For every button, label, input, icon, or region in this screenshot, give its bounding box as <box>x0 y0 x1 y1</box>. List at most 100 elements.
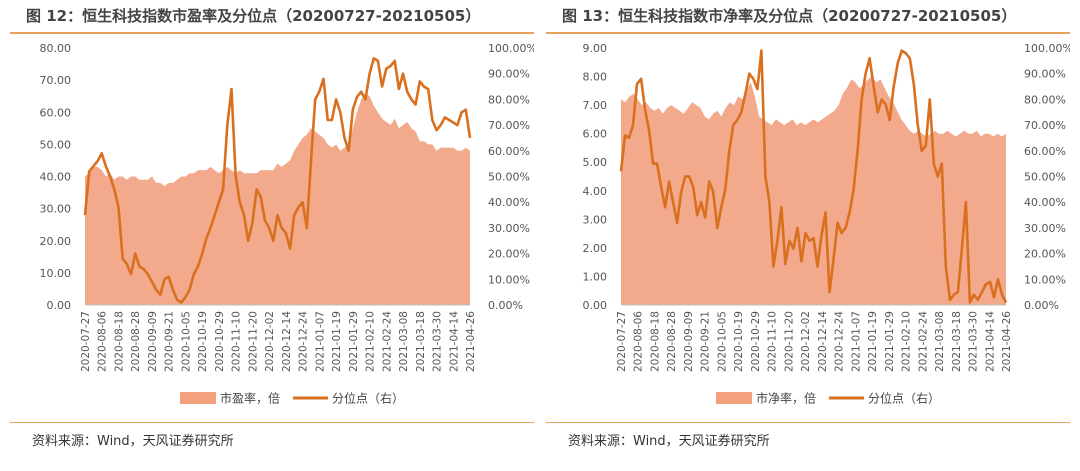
x-tick-label: 2020-07-27 <box>616 311 628 372</box>
y-right-tick-label: 20.00% <box>488 248 530 261</box>
y-left-tick-label: 7.00 <box>583 99 608 112</box>
x-tick-label: 2021-04-14 <box>448 311 460 372</box>
y-right-tick-label: 10.00% <box>1024 273 1066 286</box>
x-tick-label: 2020-09-09 <box>147 311 159 372</box>
x-tick-label: 2021-03-18 <box>415 311 427 372</box>
y-left-tick-label: 80.00 <box>40 42 72 55</box>
x-tick-label: 2020-11-10 <box>231 311 243 372</box>
y-right-tick-label: 20.00% <box>1024 248 1066 261</box>
chart-title: 图 12：恒生科技指数市盈率及分位点（20200727-20210505） <box>26 7 481 25</box>
y-left-tick-label: 5.00 <box>583 156 608 169</box>
x-tick-label: 2020-11-20 <box>247 311 259 372</box>
y-right-tick-label: 90.00% <box>1024 68 1066 81</box>
y-left-tick-label: 0.00 <box>583 299 608 312</box>
x-tick-label: 2020-08-06 <box>633 311 645 372</box>
x-tick-label: 2021-01-19 <box>331 311 343 372</box>
x-tick-label: 2021-04-14 <box>984 311 996 372</box>
x-tick-label: 2020-08-18 <box>649 311 661 372</box>
legend-label-area: 市净率，倍 <box>756 391 816 406</box>
x-tick-label: 2021-04-26 <box>465 311 477 372</box>
x-tick-label: 2021-04-26 <box>1001 311 1013 372</box>
x-tick-label: 2020-10-19 <box>733 311 745 372</box>
y-right-tick-label: 50.00% <box>1024 171 1066 184</box>
y-left-tick-label: 4.00 <box>583 185 608 198</box>
y-left-tick-label: 9.00 <box>583 42 608 55</box>
x-tick-label: 2020-12-24 <box>834 311 846 372</box>
y-right-tick-label: 40.00% <box>488 196 530 209</box>
x-tick-label: 2020-10-29 <box>214 311 226 372</box>
x-tick-label: 2021-03-08 <box>934 311 946 372</box>
y-right-tick-label: 80.00% <box>1024 93 1066 106</box>
legend-swatch-area <box>716 392 752 404</box>
y-right-tick-label: 10.00% <box>488 273 530 286</box>
y-left-tick-label: 50.00 <box>40 138 72 151</box>
source-rule <box>546 422 1070 423</box>
series-line-分位点（右） <box>619 49 1008 304</box>
x-tick-label: 2020-11-20 <box>783 311 795 372</box>
x-tick-label: 2020-08-06 <box>97 311 109 372</box>
chart-title: 图 13：恒生科技指数市净率及分位点（20200727-20210505） <box>562 7 1017 25</box>
y-right-tick-label: 0.00% <box>1024 299 1059 312</box>
x-tick-label: 2020-10-05 <box>180 311 192 372</box>
source-rule <box>10 422 534 423</box>
x-tick-label: 2020-12-02 <box>264 311 276 372</box>
x-tick-label: 2020-12-14 <box>281 311 293 372</box>
y-left-tick-label: 6.00 <box>583 128 608 141</box>
x-tick-label: 2020-12-02 <box>800 311 812 372</box>
y-right-tick-label: 80.00% <box>488 93 530 106</box>
pb-chart: 0.00 1.00 2.00 3.00 4.00 5.00 6.00 7.00 8.00 9.00… <box>583 42 1071 406</box>
x-tick-label: 2021-01-07 <box>314 311 326 372</box>
x-tick-label: 2020-09-09 <box>683 311 695 372</box>
x-tick-label: 2020-08-18 <box>113 311 125 372</box>
title-rule <box>546 2 1070 34</box>
y-left-tick-label: 1.00 <box>583 270 608 283</box>
x-tick-label: 2021-03-30 <box>432 311 444 372</box>
y-left-tick-label: 8.00 <box>583 71 608 84</box>
x-tick-label: 2020-08-28 <box>666 311 678 372</box>
y-right-tick-label: 100.00% <box>1024 42 1070 55</box>
y-left-tick-label: 20.00 <box>40 235 72 248</box>
y-right-tick-label: 70.00% <box>1024 119 1066 132</box>
x-tick-label: 2020-07-27 <box>80 311 92 372</box>
y-right-tick-label: 60.00% <box>1024 145 1066 158</box>
series-area-市盈率，倍 <box>85 93 470 305</box>
x-tick-label: 2021-01-29 <box>348 311 360 372</box>
y-right-tick-label: 0.00% <box>488 299 523 312</box>
y-left-tick-label: 0.00 <box>47 299 72 312</box>
x-tick-label: 2021-03-30 <box>968 311 980 372</box>
title-rule <box>10 2 534 34</box>
x-tick-label: 2020-11-10 <box>767 311 779 372</box>
chart-panel-pe: 图 12：恒生科技指数市盈率及分位点（20200727-20210505） 0.… <box>10 0 534 471</box>
y-right-tick-label: 50.00% <box>488 171 530 184</box>
legend-label-line: 分位点（右） <box>332 391 404 406</box>
x-tick-label: 2021-01-29 <box>884 311 896 372</box>
series-area-市净率，倍 <box>621 76 1006 305</box>
legend-label-line: 分位点（右） <box>868 391 940 406</box>
y-left-tick-label: 40.00 <box>40 171 72 184</box>
y-right-tick-label: 30.00% <box>488 222 530 235</box>
x-tick-label: 2020-12-24 <box>298 311 310 372</box>
chart-panel-pb: 图 13：恒生科技指数市净率及分位点（20200727-20210505） 0.… <box>546 0 1070 471</box>
x-tick-label: 2021-02-10 <box>365 311 377 372</box>
source-note: 资料来源：Wind，天风证券研究所 <box>32 434 234 449</box>
x-tick-label: 2020-09-21 <box>164 311 176 372</box>
x-tick-label: 2020-10-29 <box>750 311 762 372</box>
y-left-tick-label: 2.00 <box>583 242 608 255</box>
x-tick-label: 2021-02-24 <box>381 311 393 372</box>
legend-label-area: 市盈率，倍 <box>220 391 280 406</box>
x-tick-label: 2021-03-08 <box>398 311 410 372</box>
x-tick-label: 2020-10-19 <box>197 311 209 372</box>
x-tick-label: 2021-03-18 <box>951 311 963 372</box>
legend-swatch-area <box>180 392 216 404</box>
source-note: 资料来源：Wind，天风证券研究所 <box>568 434 770 449</box>
y-left-tick-label: 70.00 <box>40 74 72 87</box>
y-right-tick-label: 90.00% <box>488 68 530 81</box>
y-right-tick-label: 30.00% <box>1024 222 1066 235</box>
x-tick-label: 2020-10-05 <box>716 311 728 372</box>
x-tick-label: 2021-01-19 <box>867 311 879 372</box>
x-tick-label: 2020-08-28 <box>130 311 142 372</box>
y-left-tick-label: 3.00 <box>583 213 608 226</box>
y-right-tick-label: 100.00% <box>488 42 534 55</box>
series-line-分位点（右） <box>83 57 472 304</box>
x-tick-label: 2021-02-24 <box>917 311 929 372</box>
